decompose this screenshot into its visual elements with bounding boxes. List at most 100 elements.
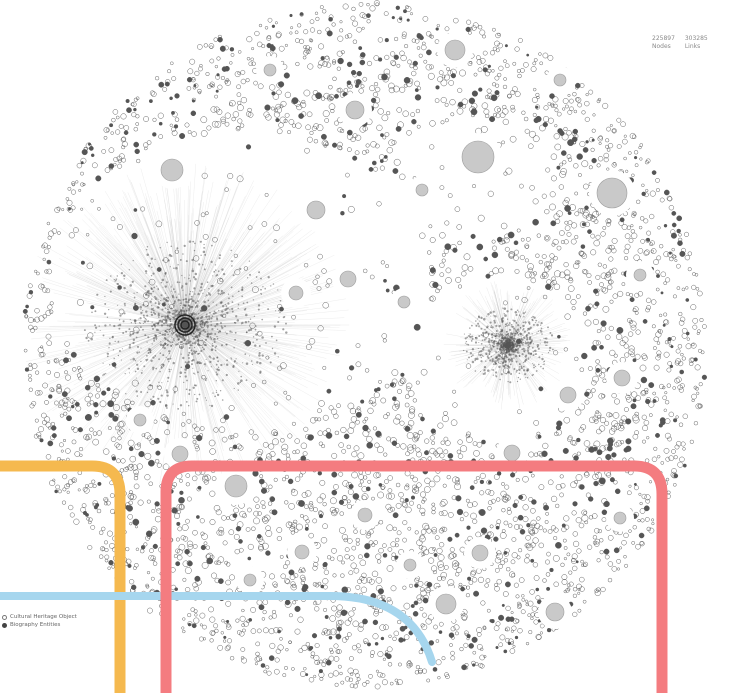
node: [567, 93, 571, 97]
node: [695, 287, 700, 291]
node: [45, 310, 52, 316]
hub-node: [207, 330, 209, 332]
node: [691, 393, 697, 400]
node: [631, 210, 637, 216]
node: [23, 348, 28, 353]
node: [666, 383, 671, 388]
node: [529, 589, 535, 595]
node: [518, 548, 523, 553]
ray-line: [112, 324, 186, 360]
node: [41, 412, 47, 419]
node: [365, 533, 371, 539]
node: [369, 5, 376, 12]
hub-node: [171, 312, 174, 315]
node: [388, 139, 395, 146]
node: [391, 139, 397, 145]
node: [338, 471, 344, 477]
node: [382, 553, 388, 558]
node: [285, 579, 291, 585]
node: [693, 421, 699, 426]
node: [111, 117, 116, 123]
node: [213, 623, 219, 629]
node: [298, 473, 304, 478]
ray-line: [90, 231, 186, 326]
ray-line: [145, 200, 186, 326]
node: [322, 627, 329, 634]
node: [697, 290, 703, 297]
node: [503, 171, 508, 176]
node: [371, 401, 377, 407]
node: [174, 513, 180, 519]
ray-line: [184, 165, 206, 326]
node: [597, 136, 603, 142]
ray-line: [184, 324, 201, 481]
node: [190, 607, 195, 612]
ray-line: [91, 324, 186, 398]
node: [449, 552, 456, 559]
node: [477, 25, 483, 30]
ray-line: [184, 324, 286, 392]
node: [438, 542, 445, 548]
node: [320, 537, 328, 544]
node: [276, 89, 282, 95]
hub-node: [216, 393, 220, 397]
ray-line: [184, 243, 264, 326]
node: [536, 634, 542, 641]
node: [580, 559, 584, 564]
node: [435, 27, 439, 31]
large-node: [415, 183, 429, 197]
ray-line: [500, 344, 509, 399]
node: [406, 432, 414, 439]
node: [471, 103, 478, 110]
node: [439, 453, 445, 459]
node: [319, 493, 326, 500]
large-node: [243, 573, 257, 587]
node: [483, 655, 487, 658]
node: [394, 36, 399, 42]
node: [640, 376, 648, 384]
node: [476, 632, 482, 637]
node: [612, 412, 620, 419]
node: [655, 178, 660, 183]
node: [424, 486, 431, 493]
ray-line: [184, 324, 224, 452]
ray-line: [184, 246, 319, 326]
node: [404, 402, 410, 408]
node: [210, 106, 217, 113]
node: [347, 147, 352, 152]
ray-line: [184, 306, 331, 326]
node: [602, 305, 610, 313]
node: [171, 76, 177, 82]
node: [499, 112, 506, 118]
node: [509, 571, 516, 578]
node: [314, 643, 320, 648]
node: [441, 510, 448, 517]
node: [173, 124, 179, 129]
node: [135, 547, 140, 551]
ray-line: [184, 219, 200, 326]
node: [275, 118, 280, 123]
node: [240, 96, 248, 104]
node: [121, 157, 126, 163]
ray-line: [83, 324, 186, 451]
node: [396, 682, 400, 686]
node: [513, 582, 519, 588]
node: [579, 576, 585, 583]
node: [583, 440, 591, 447]
node: [511, 625, 517, 631]
node: [408, 411, 415, 419]
node: [138, 451, 145, 458]
ray-line: [78, 324, 186, 344]
node: [644, 494, 651, 501]
node: [420, 368, 428, 376]
node: [249, 322, 256, 329]
node: [593, 288, 599, 294]
node: [135, 525, 138, 529]
node: [300, 671, 306, 677]
node: [502, 108, 509, 115]
node: [563, 416, 571, 424]
node: [362, 681, 367, 687]
node: [177, 554, 183, 561]
node: [37, 390, 43, 396]
node: [187, 551, 193, 557]
